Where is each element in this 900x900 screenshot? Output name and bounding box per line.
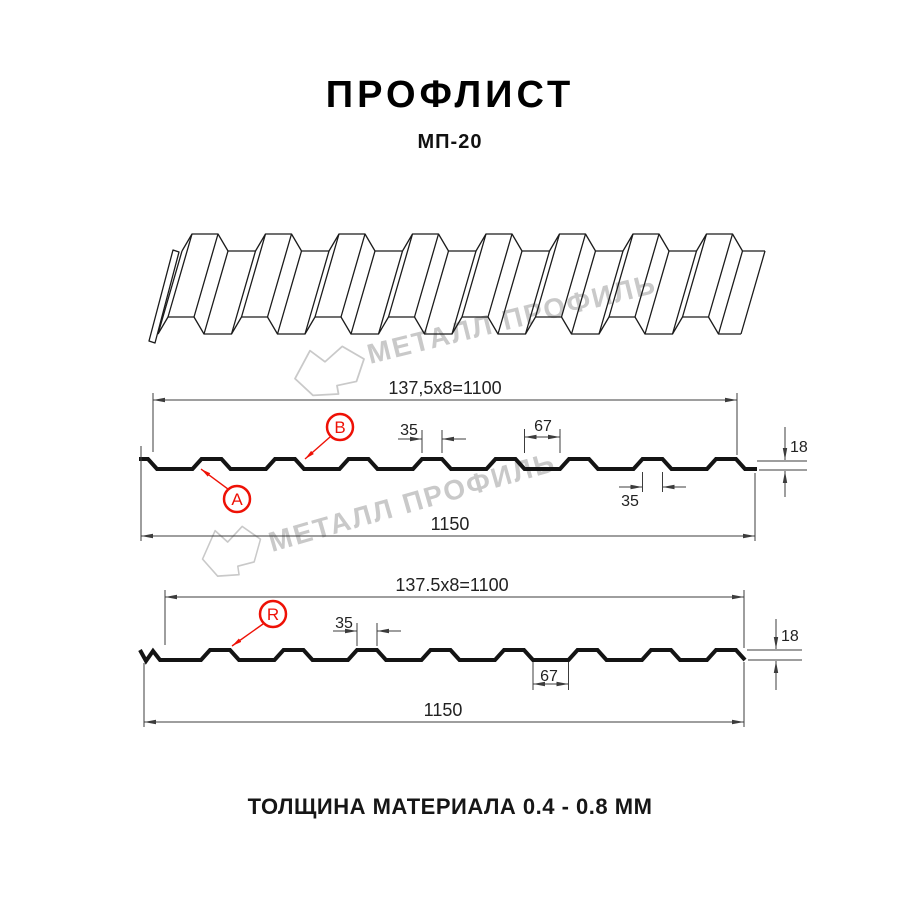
brand-logo-icon xyxy=(294,345,365,397)
watermark-2: МЕТАЛЛ ПРОФИЛЬ xyxy=(201,446,559,577)
dim-label-groove: 67 xyxy=(534,418,552,435)
dim-label-groove: 67 xyxy=(540,668,558,685)
dim-label-total: 1150 xyxy=(431,514,470,534)
profile-outline xyxy=(138,647,747,665)
callout-b-label: B xyxy=(334,418,345,437)
dim-label-pitch: 137.5x8=1100 xyxy=(395,575,508,595)
profile-outline xyxy=(139,457,757,471)
dim-label-height: 18 xyxy=(790,439,808,456)
callout-a: A xyxy=(200,468,252,514)
callout-r: R xyxy=(231,599,288,647)
page-title: ПРОФЛИСТ xyxy=(325,74,575,116)
material-thickness-note: ТОЛЩИНА МАТЕРИАЛА 0.4 - 0.8 ММ xyxy=(247,794,653,819)
brand-logo-icon xyxy=(201,525,262,577)
dim-label-height: 18 xyxy=(781,628,799,645)
callout-b: B xyxy=(304,412,355,460)
dim-label-rib-top: 35 xyxy=(400,422,418,439)
dim-label-rib-top: 35 xyxy=(335,615,353,632)
watermark-text: МЕТАЛЛ ПРОФИЛЬ xyxy=(265,446,559,558)
cross-section-2: 137.5x8=1100 35 18 67 1150 R xyxy=(138,575,802,727)
dim-label-pitch: 137,5x8=1100 xyxy=(388,378,501,398)
profile-3d-view xyxy=(148,233,766,344)
product-model: МП-20 xyxy=(417,131,483,153)
cross-section-1: 137,5x8=1100 35 67 18 35 xyxy=(139,378,808,541)
callout-a-label: A xyxy=(231,490,243,509)
dim-label-total: 1150 xyxy=(424,700,463,720)
dim-label-rib-bottom: 35 xyxy=(621,493,639,510)
sheet-cut-edge xyxy=(148,249,180,344)
callout-r-label: R xyxy=(267,605,279,624)
watermark-text: МЕТАЛЛ ПРОФИЛЬ xyxy=(364,268,660,370)
